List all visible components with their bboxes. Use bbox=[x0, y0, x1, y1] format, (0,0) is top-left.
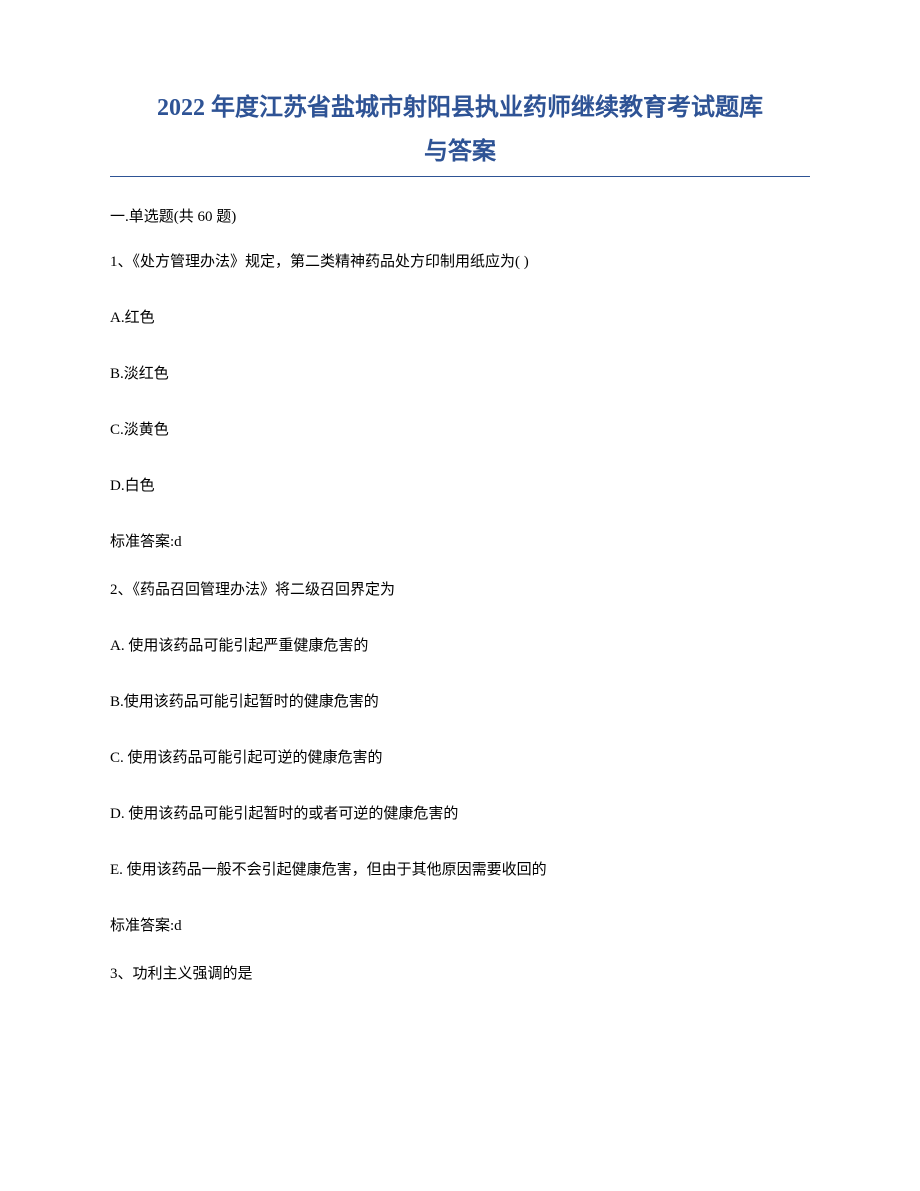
question-text: 功利主义强调的是 bbox=[133, 966, 253, 982]
question-3: 3、功利主义强调的是 bbox=[110, 962, 810, 986]
question-2-option-e: E. 使用该药品一般不会引起健康危害，但由于其他原因需要收回的 bbox=[110, 858, 810, 882]
section-header: 一.单选题(共 60 题) bbox=[110, 205, 810, 226]
title-divider bbox=[110, 176, 810, 177]
question-number: 1、 bbox=[110, 254, 133, 270]
document-title-line2: 与答案 bbox=[110, 134, 810, 170]
document-title-line1: 2022 年度江苏省盐城市射阳县执业药师继续教育考试题库 bbox=[110, 90, 810, 126]
question-2-option-b: B.使用该药品可能引起暂时的健康危害的 bbox=[110, 690, 810, 714]
question-2-option-d: D. 使用该药品可能引起暂时的或者可逆的健康危害的 bbox=[110, 802, 810, 826]
question-2-option-a: A. 使用该药品可能引起严重健康危害的 bbox=[110, 634, 810, 658]
question-number: 3、 bbox=[110, 966, 133, 982]
question-1: 1、《处方管理办法》规定，第二类精神药品处方印制用纸应为( ) bbox=[110, 250, 810, 274]
question-1-option-a: A.红色 bbox=[110, 306, 810, 330]
question-1-option-c: C.淡黄色 bbox=[110, 418, 810, 442]
question-1-answer: 标准答案:d bbox=[110, 530, 810, 554]
question-text: 《处方管理办法》规定，第二类精神药品处方印制用纸应为( ) bbox=[133, 254, 529, 270]
question-text: 《药品召回管理办法》将二级召回界定为 bbox=[133, 582, 396, 598]
question-2: 2、《药品召回管理办法》将二级召回界定为 bbox=[110, 578, 810, 602]
question-1-option-d: D.白色 bbox=[110, 474, 810, 498]
question-2-answer: 标准答案:d bbox=[110, 914, 810, 938]
question-1-option-b: B.淡红色 bbox=[110, 362, 810, 386]
question-2-option-c: C. 使用该药品可能引起可逆的健康危害的 bbox=[110, 746, 810, 770]
question-number: 2、 bbox=[110, 582, 133, 598]
